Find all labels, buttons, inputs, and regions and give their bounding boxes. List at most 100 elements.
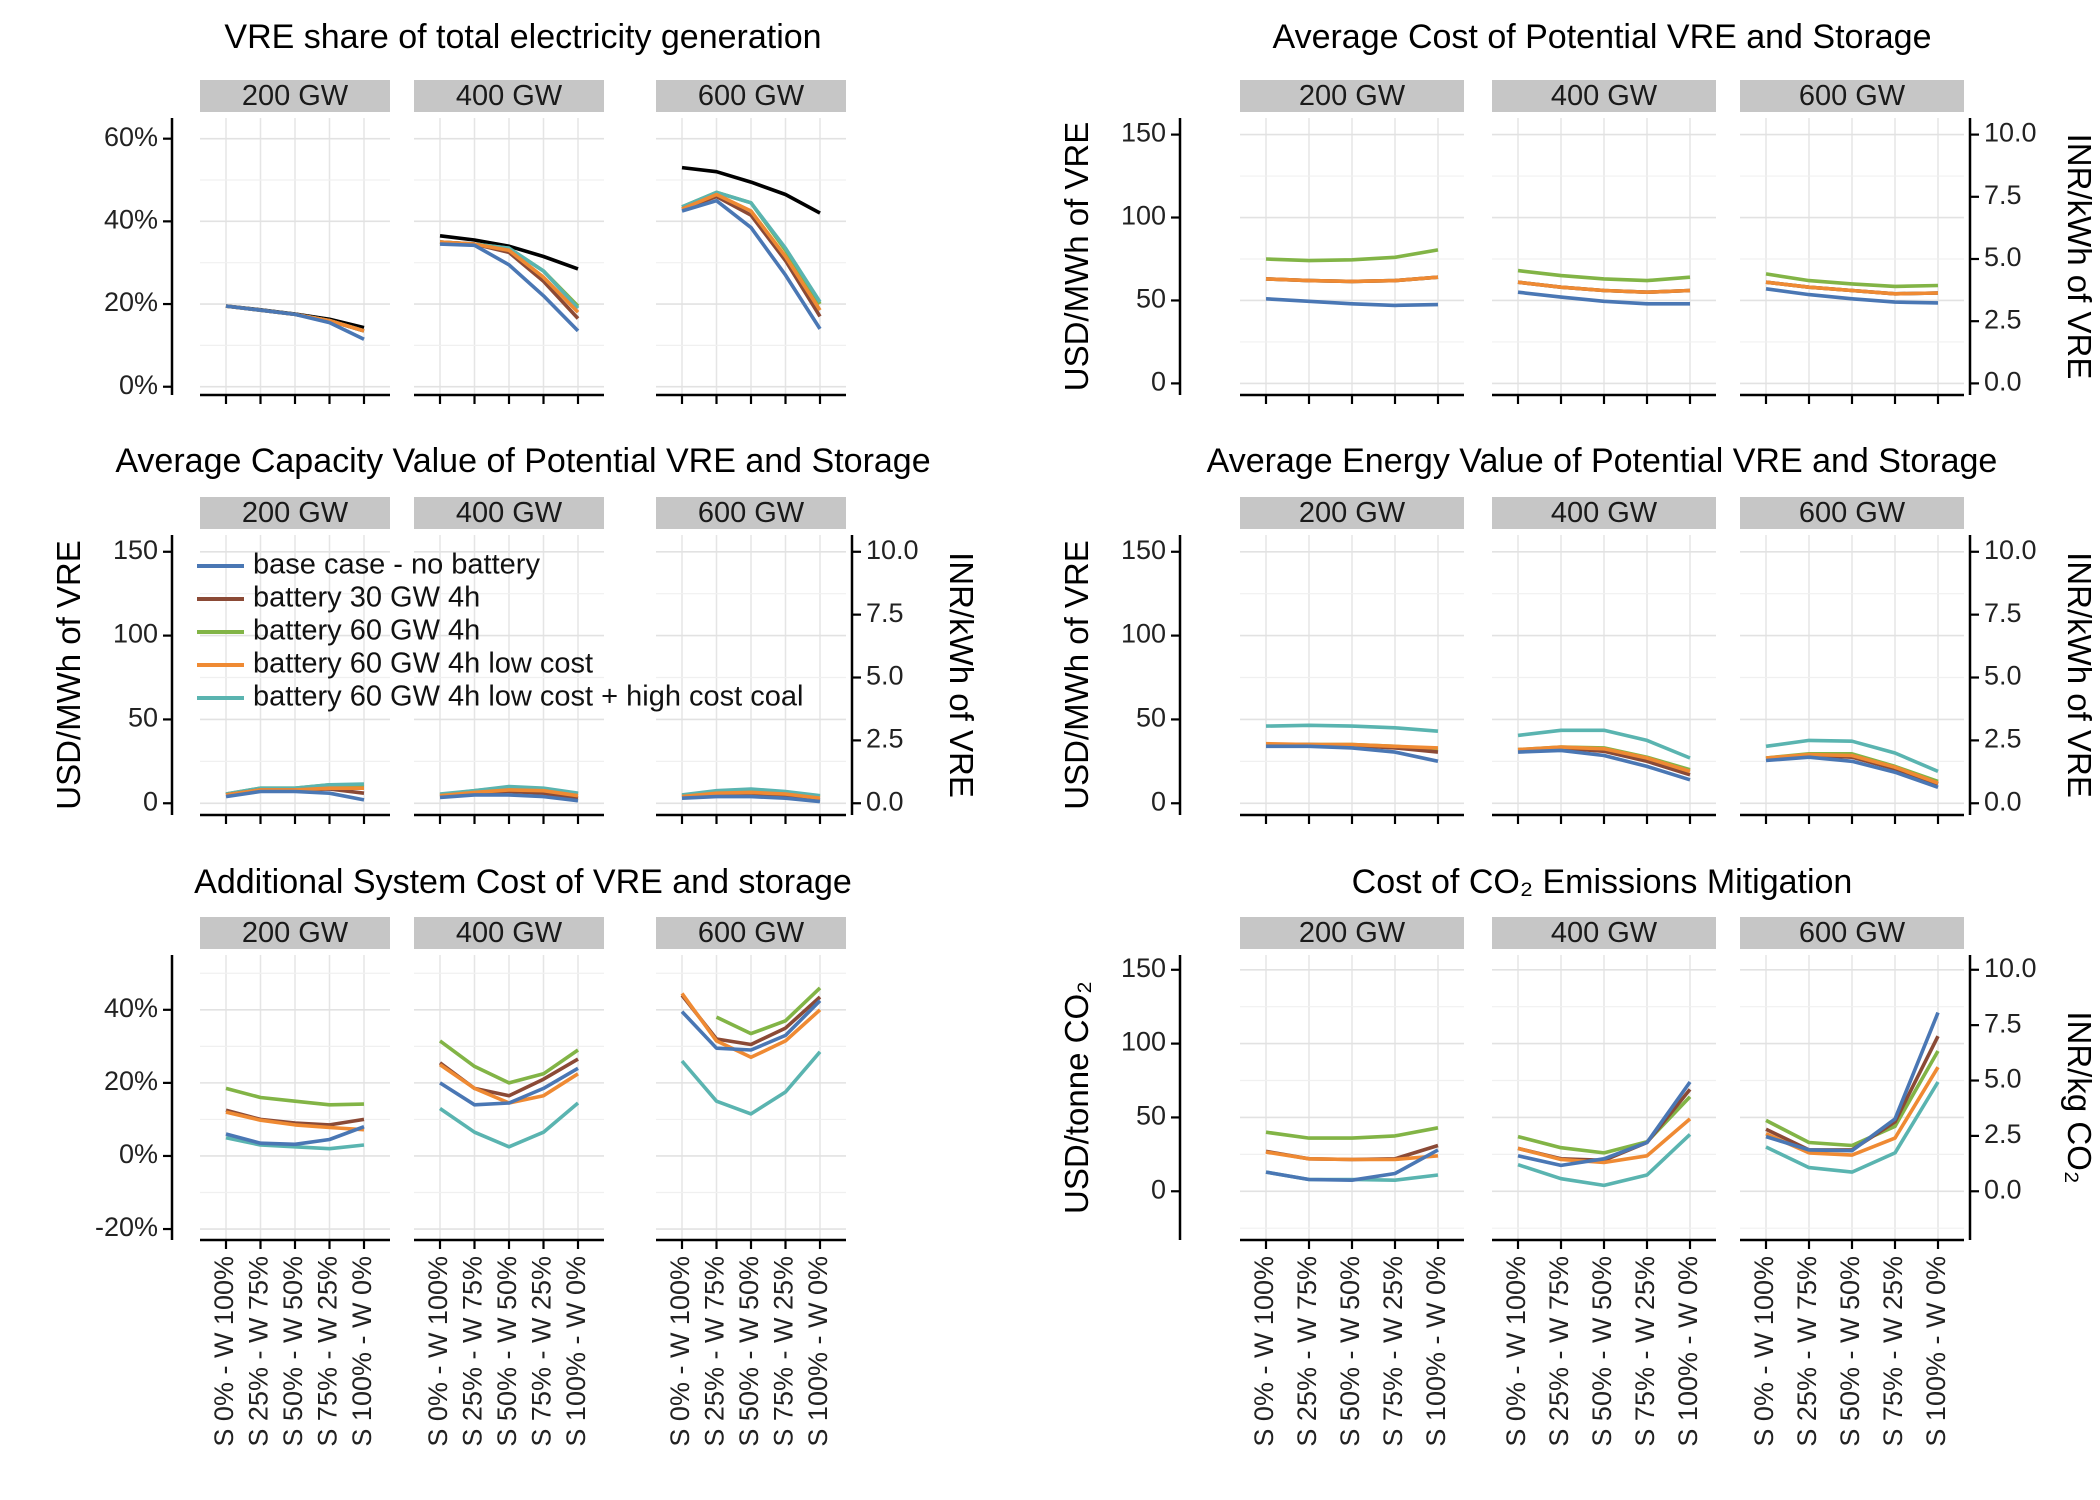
series-line-base xyxy=(439,1066,579,1107)
facet-0: 200 GW xyxy=(200,497,390,824)
chart-energy_value: Average Energy Value of Potential VRE an… xyxy=(1058,442,2098,824)
x-tick-label: S 50% - W 50% xyxy=(734,1256,764,1447)
facet-strip-label: 200 GW xyxy=(1299,497,1406,529)
charts-layer: VRE share of total electricity generatio… xyxy=(50,18,2098,1447)
legend-item-b60: battery 60 GW 4h xyxy=(197,615,480,647)
chart-avg_cost: Average Cost of Potential VRE and Storag… xyxy=(1058,18,2098,404)
series-line-b60lc xyxy=(225,1110,365,1132)
facet-strip xyxy=(1492,497,1716,529)
gridlines xyxy=(656,535,846,815)
legend-item-base: base case - no battery xyxy=(197,549,540,581)
facet-strip-label: 400 GW xyxy=(456,80,563,112)
y-tick-label: 0 xyxy=(1151,367,1166,397)
legend-label: battery 60 GW 4h xyxy=(253,615,480,647)
x-tick-label: S 100% - W 0% xyxy=(1673,1256,1703,1447)
chart-capacity_value: Average Capacity Value of Potential VRE … xyxy=(50,442,980,824)
facet-strip-label: 600 GW xyxy=(1799,917,1906,949)
y-right-tick-label: 10.0 xyxy=(866,535,919,565)
y-right-tick-label: 0.0 xyxy=(1984,367,2022,397)
series-line-base xyxy=(1517,748,1691,782)
x-tick-label: S 0% - W 100% xyxy=(1749,1256,1779,1447)
x-tick-label: S 50% - W 50% xyxy=(492,1256,522,1447)
legend-item-b30: battery 30 GW 4h xyxy=(197,582,480,614)
legend-label: battery 30 GW 4h xyxy=(253,582,480,614)
facet-strip-label: 200 GW xyxy=(1299,80,1406,112)
series-line-base xyxy=(681,794,821,804)
legend-item-b60lc: battery 60 GW 4h low cost xyxy=(197,648,593,680)
facet-1: 400 GW xyxy=(414,80,604,404)
y-axis-title: USD/MWh of VRE xyxy=(1058,122,1095,392)
facet-strip-label: 200 GW xyxy=(242,917,349,949)
facet-2: 600 GWS 0% - W 100% S 25% - W 75% S 50% - … xyxy=(1740,917,1964,1447)
x-tick-label: S 100% - W 0% xyxy=(1921,1256,1951,1447)
series-line-b60lc xyxy=(1517,280,1691,294)
chart-title: Cost of CO₂ Emissions Mitigation xyxy=(1352,863,1853,901)
series-line-base xyxy=(1765,755,1939,789)
gridlines xyxy=(1492,955,1716,1240)
series-line-base xyxy=(225,304,365,341)
series-line-b60lc xyxy=(1517,745,1691,774)
facet-2: 600 GWS 0% - W 100% S 25% - W 75% S 50% - … xyxy=(656,917,846,1447)
x-tick-label: S 100% - W 0% xyxy=(347,1256,377,1447)
facet-strip xyxy=(1740,497,1964,529)
series-line-b60 xyxy=(1765,272,1939,289)
legend-label: battery 60 GW 4h low cost + high cost co… xyxy=(253,681,803,713)
y-right-tick-label: 5.0 xyxy=(866,661,904,691)
facet-strip-label: 600 GW xyxy=(1799,80,1906,112)
series-line-b60lchc xyxy=(1517,728,1691,760)
x-tick-label: S 50% - W 50% xyxy=(278,1256,308,1447)
facet-2: 600 GW xyxy=(1740,497,1964,824)
y-axis-title: USD/MWh of VRE xyxy=(50,540,87,810)
chart-co2_mitigation: Cost of CO₂ Emissions Mitigation 200 GW S … xyxy=(1058,863,2098,1447)
facet-strip xyxy=(414,917,604,949)
x-tick-label: S 100% - W 0% xyxy=(561,1256,591,1447)
facet-strip-label: 200 GW xyxy=(242,497,349,529)
series-line-b60lchc xyxy=(1517,1133,1692,1188)
y-right-tick-label: 0.0 xyxy=(1984,1174,2022,1204)
gridlines xyxy=(656,118,846,395)
series-line-b60lc xyxy=(681,192,822,312)
series-line-b60 xyxy=(715,986,822,1036)
facet-1: 400 GW xyxy=(1492,497,1716,824)
gridlines xyxy=(414,118,604,395)
x-tick-label: S 25% - W 75% xyxy=(1792,1256,1822,1447)
facet-strip xyxy=(1740,917,1964,949)
x-tick-label: S 0% - W 100% xyxy=(1501,1256,1531,1447)
series-line-base xyxy=(1765,287,1939,305)
y-right-tick-label: 0.0 xyxy=(866,786,904,816)
x-tick-label: S 75% - W 25% xyxy=(1878,1256,1908,1447)
chart-title: Average Capacity Value of Potential VRE … xyxy=(115,442,930,480)
facet-1: 400 GW xyxy=(1492,80,1716,404)
series-line-b60lc xyxy=(1265,741,1439,750)
chart-title: Additional System Cost of VRE and storag… xyxy=(194,863,852,901)
y-right-tick-label: 0.0 xyxy=(1984,786,2022,816)
facet-strip xyxy=(1492,917,1716,949)
series-line-b60lchc xyxy=(1265,723,1439,733)
chart-title: Average Energy Value of Potential VRE an… xyxy=(1207,442,1998,480)
series-line-base xyxy=(680,999,822,1052)
gridlines xyxy=(414,955,604,1240)
x-tick-label: S 25% - W 75% xyxy=(1544,1256,1574,1447)
y-tick-label: 100 xyxy=(113,619,158,649)
x-tick-label: S 75% - W 25% xyxy=(527,1256,557,1447)
facet-0: 200 GW xyxy=(200,80,390,404)
x-tick-label: S 0% - W 100% xyxy=(665,1256,695,1447)
facet-strip-label: 400 GW xyxy=(1551,497,1658,529)
facet-1: 400 GW xyxy=(414,497,604,824)
series-line-base xyxy=(681,198,822,330)
legend-label: base case - no battery xyxy=(253,549,540,581)
series-line-b60lc xyxy=(1265,275,1439,284)
gridlines xyxy=(1740,535,1964,815)
facet-2: 600 GW xyxy=(656,80,846,404)
facet-0: 200 GW xyxy=(1240,80,1464,404)
y-right-tick-label: 7.5 xyxy=(1984,180,2022,210)
facet-1: 400 GW S 0% - W 100% S 25% - W 75% S 50% - … xyxy=(1492,917,1716,1447)
facet-strip xyxy=(1240,80,1464,112)
gridlines xyxy=(200,535,390,815)
y-axis-title: USD/tonne CO₂ xyxy=(1058,981,1095,1214)
facet-strip xyxy=(1492,80,1716,112)
facet-strip-label: 600 GW xyxy=(698,80,805,112)
facet-0: 200 GW xyxy=(1240,497,1464,824)
